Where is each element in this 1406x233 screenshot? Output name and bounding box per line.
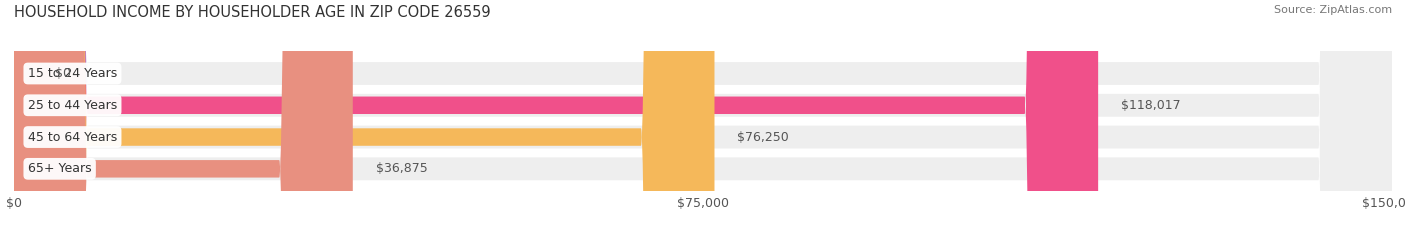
FancyBboxPatch shape [14,0,1392,233]
FancyBboxPatch shape [14,0,1392,233]
Text: $76,250: $76,250 [738,130,789,144]
Text: $118,017: $118,017 [1121,99,1181,112]
FancyBboxPatch shape [14,0,353,233]
Text: $0: $0 [55,67,72,80]
Text: 15 to 24 Years: 15 to 24 Years [28,67,117,80]
Text: 65+ Years: 65+ Years [28,162,91,175]
Text: 25 to 44 Years: 25 to 44 Years [28,99,117,112]
FancyBboxPatch shape [14,0,1098,233]
Text: HOUSEHOLD INCOME BY HOUSEHOLDER AGE IN ZIP CODE 26559: HOUSEHOLD INCOME BY HOUSEHOLDER AGE IN Z… [14,5,491,20]
FancyBboxPatch shape [14,0,1392,233]
Text: Source: ZipAtlas.com: Source: ZipAtlas.com [1274,5,1392,15]
FancyBboxPatch shape [14,0,714,233]
FancyBboxPatch shape [0,0,87,233]
Text: $36,875: $36,875 [375,162,427,175]
FancyBboxPatch shape [14,0,1392,233]
Text: 45 to 64 Years: 45 to 64 Years [28,130,117,144]
